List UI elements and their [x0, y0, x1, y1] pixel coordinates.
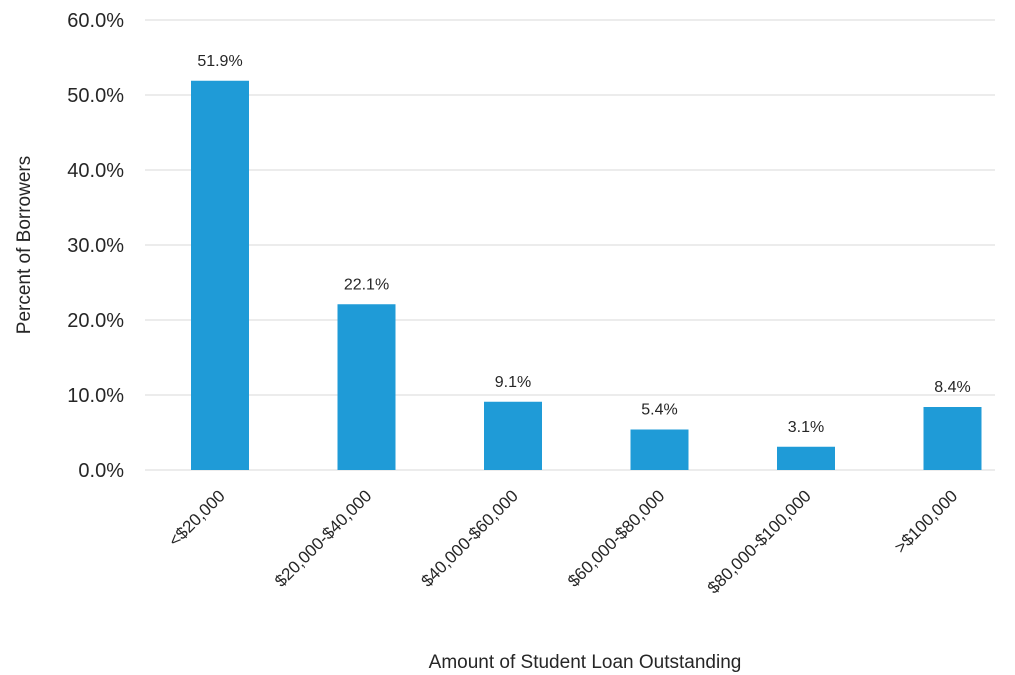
x-tick-label: <$20,000 [165, 486, 229, 550]
x-tick-label: $80,000-$100,000 [704, 486, 815, 597]
y-tick-label: 20.0% [67, 310, 124, 332]
bars [191, 80, 982, 470]
y-tick-label: 60.0% [67, 10, 124, 32]
y-tick-labels: 0.0% 10.0% 20.0% 30.0% 40.0% 50.0% 60.0% [67, 10, 124, 482]
data-label: 5.4% [641, 402, 677, 419]
bar [777, 446, 835, 470]
x-tick-label: $60,000-$80,000 [564, 486, 668, 590]
bar [923, 407, 982, 470]
data-label: 3.1% [788, 419, 824, 436]
bar [191, 80, 249, 470]
data-label: 22.1% [344, 276, 389, 293]
y-axis-title: Percent of Borrowers [14, 156, 35, 334]
data-label: 9.1% [495, 374, 531, 391]
x-tick-label: >$100,000 [891, 486, 962, 557]
y-tick-label: 10.0% [67, 385, 124, 407]
bar [484, 401, 542, 470]
bar [337, 304, 396, 470]
gridlines [145, 19, 995, 471]
data-labels: 51.9% 22.1% 9.1% 5.4% 3.1% 8.4% [197, 53, 970, 436]
x-tick-labels: <$20,000 $20,000-$40,000 $40,000-$60,000 $6… [165, 486, 961, 597]
data-label: 51.9% [197, 53, 242, 70]
x-axis-title: Amount of Student Loan Outstanding [429, 652, 742, 673]
y-tick-label: 30.0% [67, 235, 124, 257]
data-label: 8.4% [934, 379, 970, 396]
x-tick-label: $20,000-$40,000 [271, 486, 375, 590]
y-tick-label: 40.0% [67, 160, 124, 182]
y-tick-label: 50.0% [67, 85, 124, 107]
x-tick-label: $40,000-$60,000 [417, 486, 521, 590]
bar [630, 429, 689, 470]
y-tick-label: 0.0% [78, 460, 124, 482]
